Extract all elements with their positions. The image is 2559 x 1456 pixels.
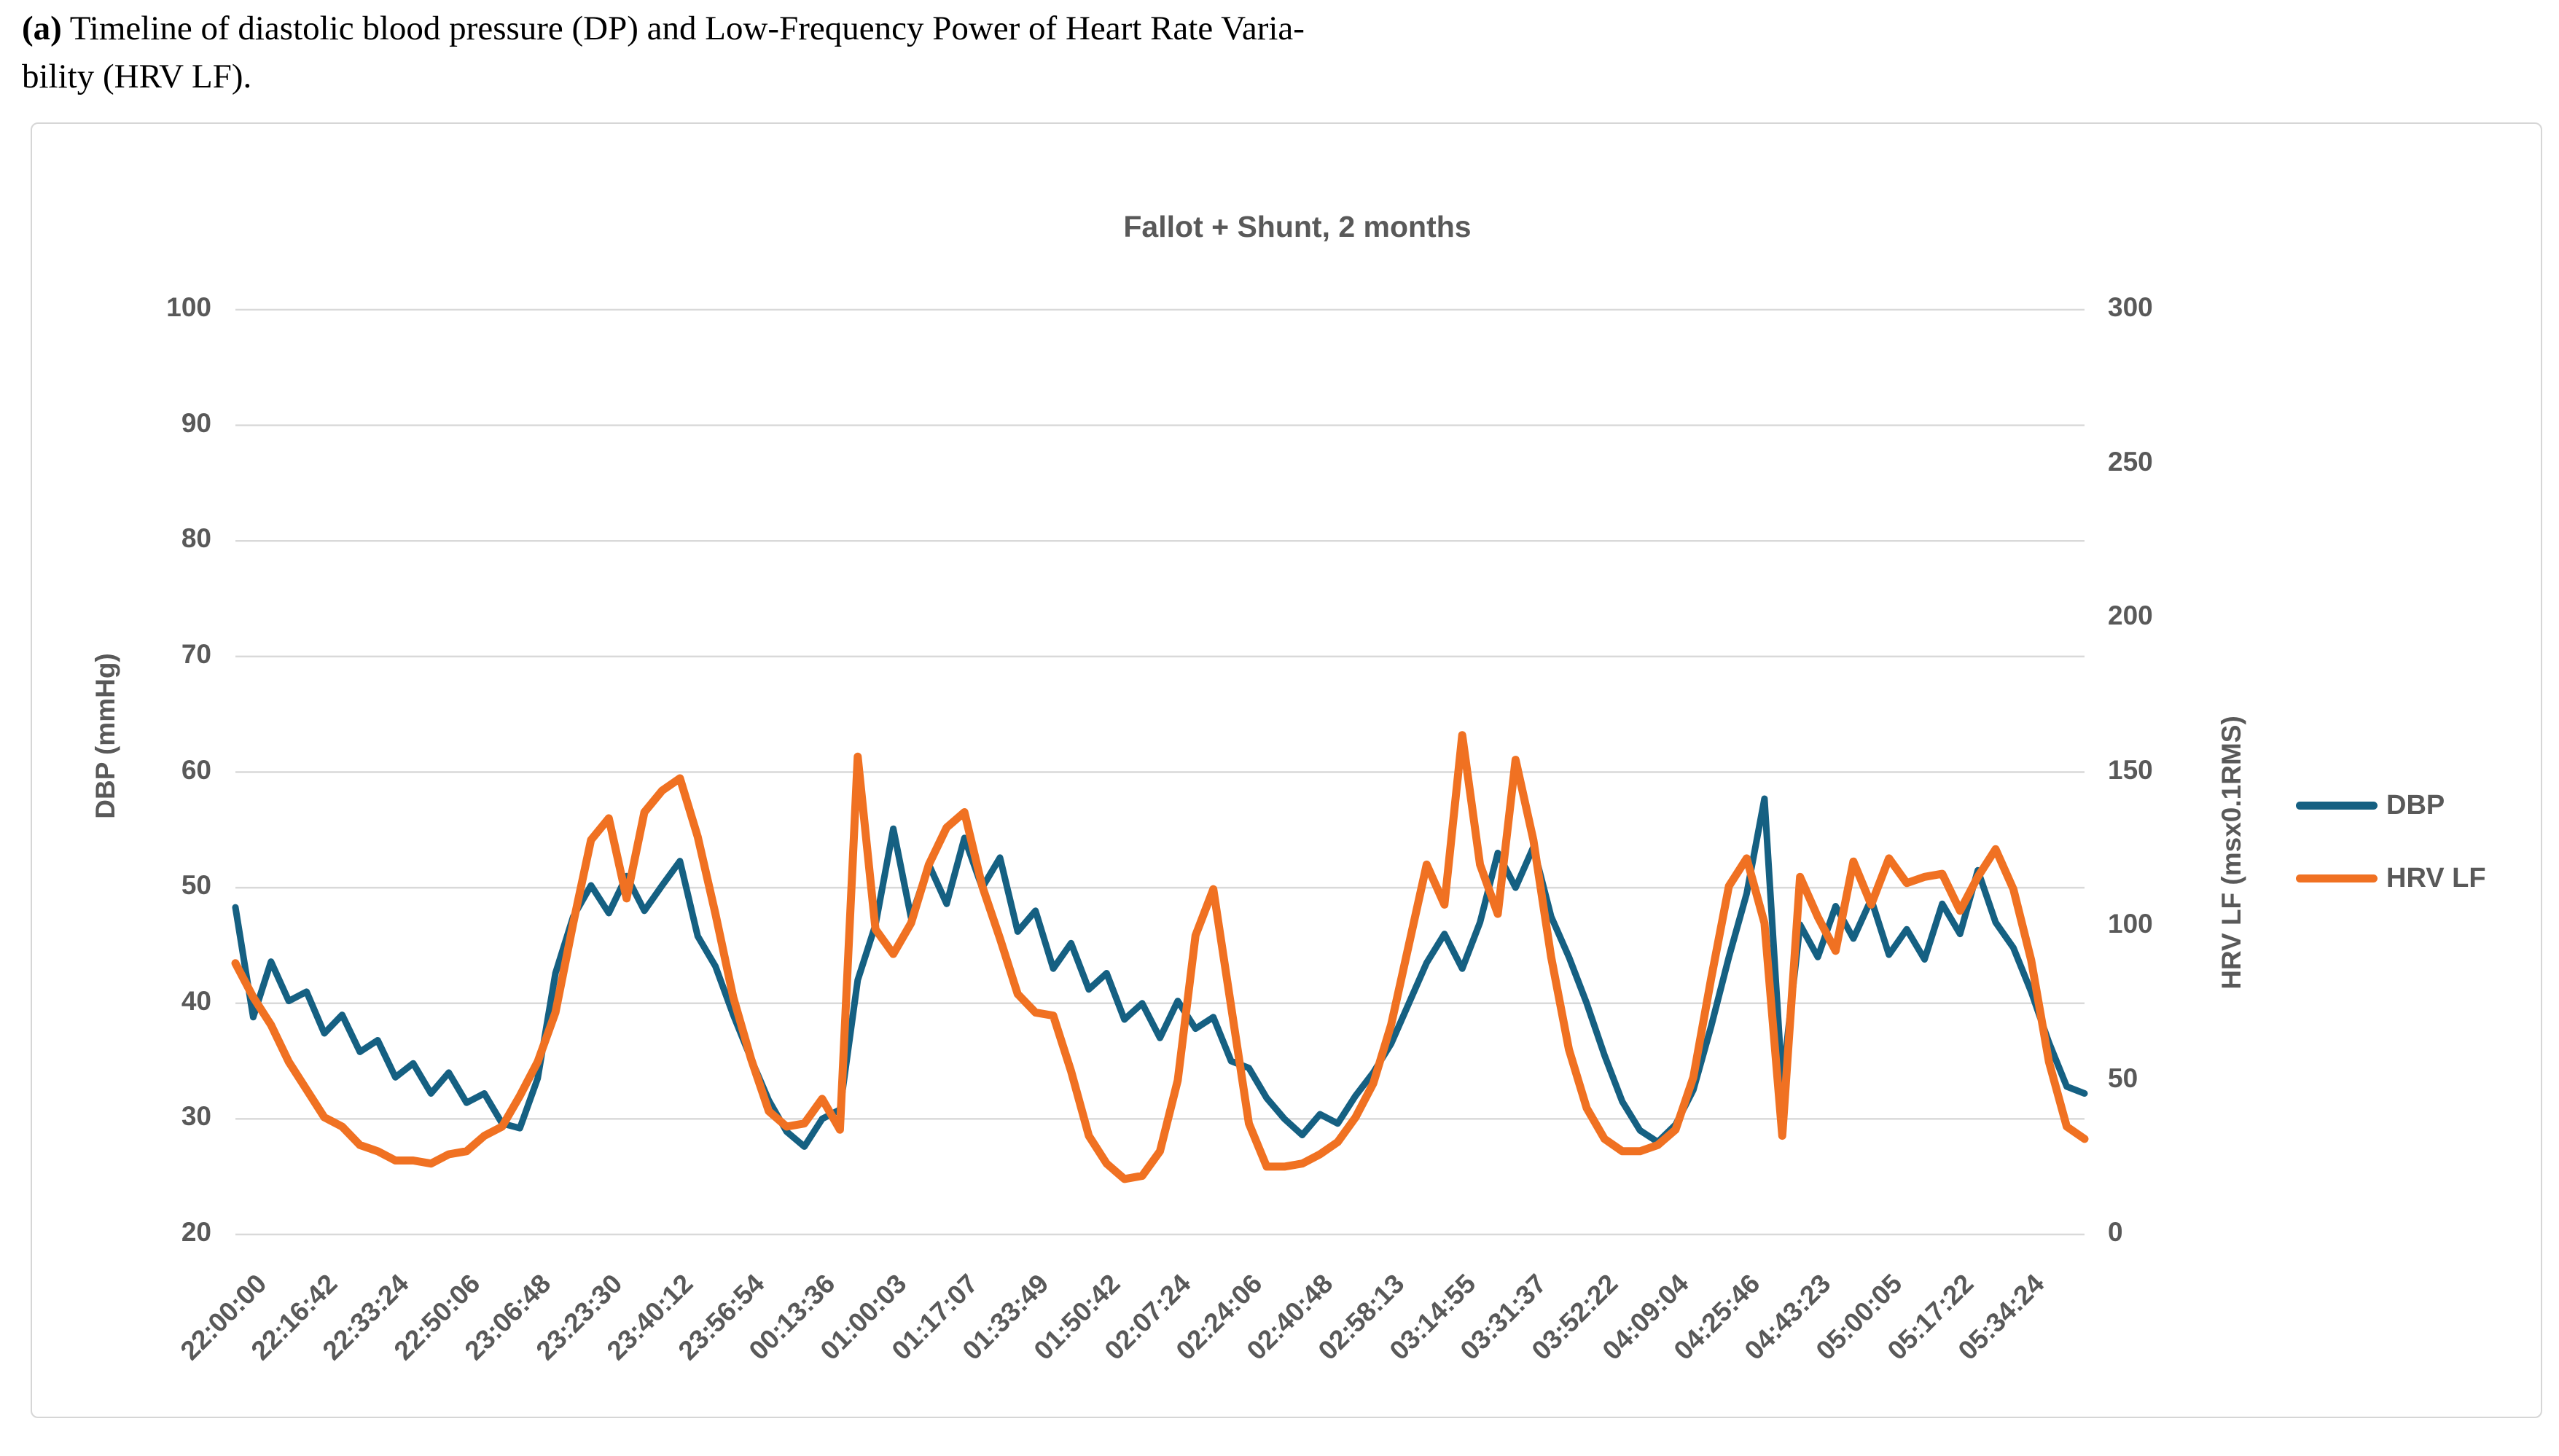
series-line-dbp <box>232 795 2088 1150</box>
legend-label-dbp: DBP <box>2386 789 2445 821</box>
chart-frame <box>31 122 2542 1418</box>
y-tick-label: 30 <box>181 1101 211 1132</box>
legend-label-hrv-lf: HRV LF <box>2386 862 2486 893</box>
legend-item-dbp: DBP <box>2296 787 2551 823</box>
dbp-line-icon <box>2296 801 2378 810</box>
hrv-lf-line-icon <box>2296 874 2378 882</box>
y-tick-label: 0 <box>2108 1217 2123 1247</box>
chart-title: Fallot + Shunt, 2 months <box>1123 210 1472 243</box>
legend-item-hrv-lf: HRV LF <box>2296 860 2551 896</box>
caption-tag: (a) <box>22 9 62 47</box>
gridlines <box>235 308 2085 1236</box>
y-tick-label: 100 <box>2108 909 2153 939</box>
y-tick-label: 60 <box>181 754 211 785</box>
caption-line2: bility (HRV LF). <box>22 58 252 95</box>
y-tick-label: 250 <box>2108 446 2153 477</box>
y-tick-label: 70 <box>181 638 211 669</box>
left-axis-title: DBP (mmHg) <box>90 653 120 819</box>
y-tick-label: 100 <box>166 292 211 322</box>
y-tick-label: 150 <box>2108 754 2153 785</box>
y-tick-label: 40 <box>181 985 211 1016</box>
y-tick-label: 50 <box>181 870 211 901</box>
legend: DBP HRV LF <box>2296 787 2551 933</box>
caption-line1: Timeline of diastolic blood pressure (DP… <box>61 9 1305 47</box>
y-tick-label: 90 <box>181 407 211 438</box>
y-tick-label: 20 <box>181 1217 211 1247</box>
figure-caption: (a) Timeline of diastolic blood pressure… <box>22 4 2536 101</box>
series-line-hrv-lf <box>231 731 2089 1183</box>
y-tick-label: 80 <box>181 523 211 554</box>
y-tick-label: 200 <box>2108 600 2153 630</box>
y-tick-label: 50 <box>2108 1062 2138 1093</box>
y-tick-label: 300 <box>2108 292 2153 322</box>
